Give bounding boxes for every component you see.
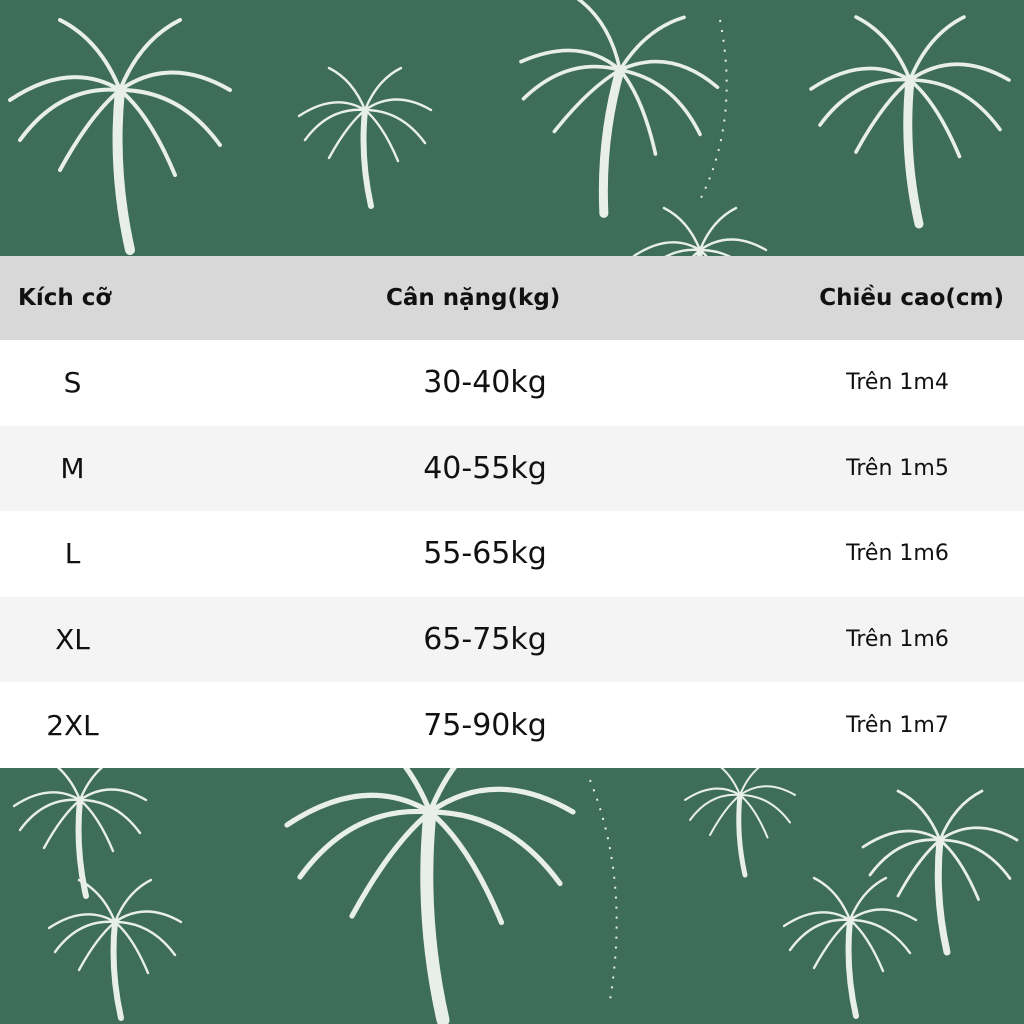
palm-tree-icon [299,68,431,206]
height-cell: Trên 1m7 [846,712,949,738]
weight-cell: 40-55kg [423,450,547,486]
weight-cell: 65-75kg [423,622,547,658]
height-cell: Trên 1m5 [846,455,949,481]
palm-tree-icon [784,878,916,1016]
height-cell: Trên 1m6 [846,627,949,653]
palm-tree-icon [497,0,728,229]
palm-tree-icon [49,880,181,1018]
palm-tree-icon [14,758,146,896]
table-body: S 30-40kg Trên 1m4 M 40-55kg Trên 1m5 L 55-65kg… [0,340,1024,768]
size-chart-table: Kích cỡ Cân nặng(kg) Chiều cao(cm) S 30-4… [0,256,1024,768]
palm-tree-icon [10,20,230,250]
table-row: 2XL 75-90kg Trên 1m7 [0,682,1024,768]
table-row: M 40-55kg Trên 1m5 [0,425,1024,512]
palm-tree-icon [685,760,795,875]
table-header: Kích cỡ Cân nặng(kg) Chiều cao(cm) [0,256,1024,340]
height-cell: Trên 1m6 [846,541,949,567]
header-weight: Cân nặng(kg) [386,285,561,311]
weight-cell: 55-65kg [423,536,547,572]
weight-cell: 75-90kg [423,707,547,743]
size-cell: XL [55,623,90,657]
weight-cell: 30-40kg [423,365,547,401]
header-size: Kích cỡ [18,285,112,311]
size-cell: 2XL [46,708,99,742]
size-cell: M [60,451,85,485]
table-row: S 30-40kg Trên 1m4 [0,340,1024,426]
palm-tree-icon [863,791,1017,952]
table-row: XL 65-75kg Trên 1m6 [0,596,1024,683]
height-cell: Trên 1m4 [846,370,949,396]
header-height: Chiều cao(cm) [819,285,1004,311]
palm-tree-icon [811,17,1009,224]
size-cell: L [64,537,81,571]
size-cell: S [63,366,82,400]
table-row: L 55-65kg Trên 1m6 [0,511,1024,597]
